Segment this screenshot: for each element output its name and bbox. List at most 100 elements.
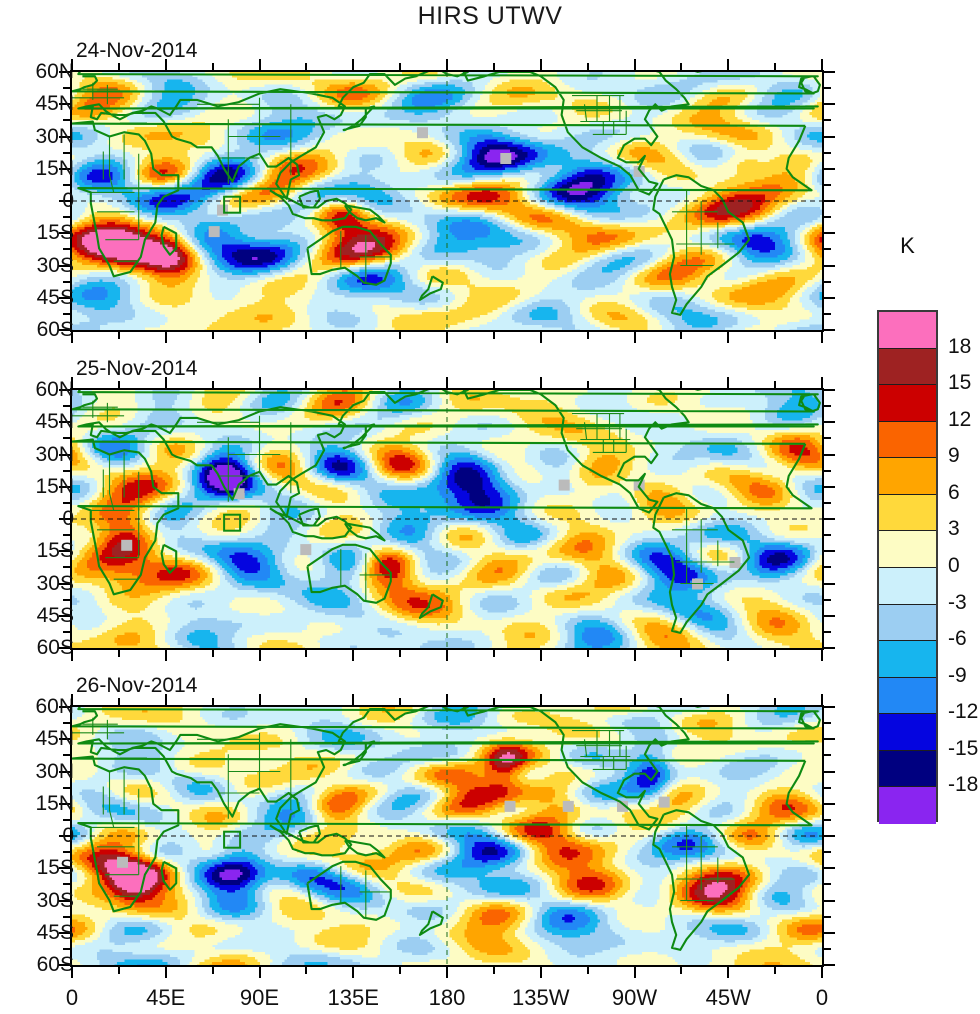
y-axis-minor-tick [63, 916, 72, 918]
y-axis-label: 45S [37, 922, 74, 943]
map-plot-area-1[interactable] [70, 388, 824, 650]
y-axis-minor-tick [63, 184, 72, 186]
colorbar-tick-label: 6 [948, 482, 960, 503]
panel-date-label: 25-Nov-2014 [76, 357, 197, 381]
y-axis-tick [822, 932, 835, 934]
colorbar-band [879, 678, 936, 715]
x-axis-tick [352, 648, 354, 661]
y-axis-minor-tick [63, 534, 72, 536]
x-axis-minor-tick [118, 648, 120, 657]
x-axis-tick [352, 694, 354, 707]
y-axis-minor-tick [822, 405, 831, 407]
x-axis-tick [821, 648, 823, 661]
x-axis-label: 135E [308, 987, 398, 1009]
x-axis-minor-tick [680, 965, 682, 974]
x-axis-tick [727, 59, 729, 72]
panel-date-label: 26-Nov-2014 [76, 674, 197, 698]
y-axis-minor-tick [63, 599, 72, 601]
y-axis-minor-tick [63, 851, 72, 853]
y-axis-minor-tick [63, 470, 72, 472]
y-axis-label: 30N [35, 761, 74, 782]
x-axis-minor-tick [399, 381, 401, 390]
y-axis-label: 0 [62, 508, 74, 529]
x-axis-minor-tick [680, 648, 682, 657]
y-axis-minor-tick [63, 119, 72, 121]
colorbar: 18 15 12 9 6 3 0 -3 -6 -9 -12 -15 -18 [877, 310, 938, 822]
x-axis-tick [727, 648, 729, 661]
y-axis-tick [822, 803, 835, 805]
x-axis-tick [634, 377, 636, 390]
colorbar-band [879, 605, 936, 642]
x-axis-minor-tick [118, 63, 120, 72]
missing-data-box [300, 544, 311, 555]
y-axis-minor-tick [822, 916, 831, 918]
colorbar-band [879, 641, 936, 678]
x-axis-tick [540, 694, 542, 707]
x-axis-label: 135W [496, 987, 586, 1009]
y-axis-minor-tick [63, 502, 72, 504]
x-axis-minor-tick [212, 965, 214, 974]
y-axis-label: 45N [35, 93, 74, 114]
y-axis-tick [822, 103, 835, 105]
x-axis-minor-tick [305, 648, 307, 657]
x-axis-label: 90E [215, 987, 305, 1009]
y-axis-label: 60S [37, 954, 74, 975]
x-axis-tick [71, 694, 73, 707]
y-axis-label: 15S [37, 222, 74, 243]
colorbar-tick-label: -18 [948, 774, 978, 795]
x-axis-tick [165, 648, 167, 661]
y-axis-label: 30N [35, 126, 74, 147]
x-axis-minor-tick [399, 330, 401, 339]
x-axis-minor-tick [587, 648, 589, 657]
y-axis-minor-tick [822, 437, 831, 439]
x-axis-tick [165, 330, 167, 343]
colorbar-band [879, 751, 936, 788]
missing-data-box [559, 480, 570, 491]
colorbar-tick-label: -3 [948, 592, 967, 613]
y-axis-tick [822, 706, 835, 708]
y-axis-tick [822, 71, 835, 73]
x-axis-label: 90W [590, 987, 680, 1009]
x-axis-tick [352, 965, 354, 978]
x-axis-tick [727, 694, 729, 707]
y-axis-label: 45N [35, 411, 74, 432]
y-axis-tick [822, 900, 835, 902]
x-axis-minor-tick [493, 965, 495, 974]
x-axis-tick [446, 965, 448, 978]
y-axis-label: 60S [37, 319, 74, 340]
y-axis-minor-tick [822, 819, 831, 821]
x-axis-minor-tick [118, 698, 120, 707]
y-axis-label: 15N [35, 793, 74, 814]
y-axis-tick [822, 232, 835, 234]
y-axis-minor-tick [822, 599, 831, 601]
x-axis-tick [259, 648, 261, 661]
map-plot-area-2[interactable] [70, 705, 824, 967]
colorbar-tick-label: -6 [948, 628, 967, 649]
map-plot-area-0[interactable] [70, 70, 824, 332]
x-axis-minor-tick [493, 698, 495, 707]
y-axis-minor-tick [822, 313, 831, 315]
y-axis-tick [822, 647, 835, 649]
missing-data-box [209, 226, 220, 237]
missing-data-box [117, 857, 128, 868]
x-axis-tick [259, 694, 261, 707]
x-axis-minor-tick [493, 330, 495, 339]
x-axis-minor-tick [212, 330, 214, 339]
y-axis-label: 0 [62, 190, 74, 211]
x-axis-tick [540, 59, 542, 72]
y-axis-minor-tick [822, 851, 831, 853]
y-axis-minor-tick [63, 313, 72, 315]
x-axis-tick [71, 965, 73, 978]
colorbar-band [879, 495, 936, 532]
y-axis-label: 0 [62, 825, 74, 846]
x-axis-tick [540, 965, 542, 978]
y-axis-tick [822, 867, 835, 869]
x-axis-minor-tick [680, 698, 682, 707]
y-axis-tick [822, 136, 835, 138]
x-axis-tick [540, 330, 542, 343]
missing-data-box [217, 205, 228, 216]
y-axis-tick [822, 454, 835, 456]
y-axis-minor-tick [822, 722, 831, 724]
y-axis-minor-tick [63, 883, 72, 885]
y-axis-minor-tick [822, 184, 831, 186]
